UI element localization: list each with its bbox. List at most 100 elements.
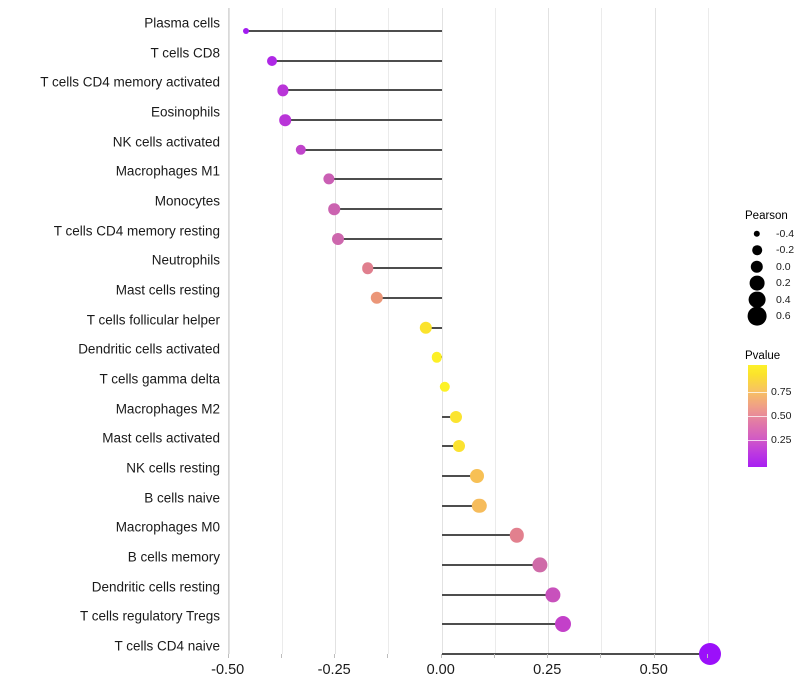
lollipop-point[interactable] bbox=[555, 616, 572, 633]
lollipop-point[interactable] bbox=[361, 262, 374, 275]
lollipop-point[interactable] bbox=[328, 203, 341, 215]
y-axis-tick-label: Plasma cells bbox=[144, 15, 220, 31]
lollipop-stem bbox=[367, 267, 442, 270]
gridline-minor bbox=[281, 8, 283, 654]
gridline-major bbox=[335, 8, 337, 654]
pearson-legend-entry-label: 0.0 bbox=[776, 260, 791, 273]
lollipop-point[interactable] bbox=[532, 557, 548, 573]
x-axis-tick-mark bbox=[334, 654, 336, 658]
pearson-legend-entry-label: -0.2 bbox=[776, 244, 795, 257]
lollipop-stem bbox=[441, 563, 541, 566]
lollipop-stem bbox=[441, 415, 457, 418]
lollipop-point[interactable] bbox=[279, 114, 291, 126]
pearson-legend-dot-icon bbox=[752, 245, 762, 256]
pvalue-colorbar-tick-mark bbox=[748, 416, 767, 417]
lollipop-point[interactable] bbox=[370, 291, 384, 305]
lollipop-point[interactable] bbox=[419, 321, 432, 334]
lollipop-stem bbox=[441, 593, 553, 596]
pvalue-legend-title: Pvalue bbox=[745, 350, 781, 362]
lollipop-stem bbox=[441, 534, 517, 537]
pvalue-colorbar-tick-label: 0.75 bbox=[771, 385, 792, 398]
lollipop-stem bbox=[337, 237, 442, 240]
y-axis-tick-label: NK cells activated bbox=[112, 133, 220, 149]
x-axis-tick-label: 0.50 bbox=[639, 662, 668, 678]
lollipop-stem bbox=[328, 178, 442, 181]
lollipop-stem bbox=[441, 623, 564, 626]
y-axis-tick-label: T cells CD8 bbox=[150, 44, 220, 60]
lollipop-point[interactable] bbox=[699, 642, 722, 665]
x-axis-tick-mark bbox=[387, 654, 389, 658]
lollipop-point[interactable] bbox=[331, 232, 344, 245]
y-axis-tick-label: Neutrophils bbox=[151, 252, 220, 268]
pvalue-colorbar-tick-label: 0.50 bbox=[771, 410, 792, 422]
lollipop-stem bbox=[245, 30, 442, 32]
y-axis: Plasma cells T cells CD8 T cells CD4 memor… bbox=[0, 0, 220, 700]
gridline-major bbox=[441, 8, 443, 654]
pearson-legend-entry: 0.2 bbox=[740, 275, 791, 291]
lollipop-point[interactable] bbox=[323, 173, 335, 185]
x-axis-tick-mark bbox=[493, 654, 495, 658]
x-axis-tick-mark bbox=[600, 654, 602, 658]
y-axis-tick-label: Dendritic cells resting bbox=[91, 578, 220, 594]
gridline-minor bbox=[707, 8, 709, 654]
y-axis-tick-label: B cells naive bbox=[144, 489, 220, 505]
pearson-legend-dot-icon bbox=[748, 291, 766, 308]
y-axis-tick-label: Macrophages M0 bbox=[115, 519, 220, 535]
x-axis-tick-label: -0.25 bbox=[317, 662, 351, 678]
x-axis: -0.50 -0.25 0.00 0.25 0.50 bbox=[0, 654, 800, 700]
lollipop-point[interactable] bbox=[452, 440, 465, 453]
lollipop-stem bbox=[300, 148, 442, 151]
pearson-legend-dot-icon bbox=[749, 275, 765, 291]
y-axis-tick-label: NK cells resting bbox=[126, 460, 220, 476]
y-axis-tick-label: T cells CD4 naive bbox=[114, 638, 220, 654]
lollipop-stem bbox=[441, 445, 459, 448]
lollipop-point[interactable] bbox=[509, 528, 524, 543]
pearson-legend-dot-icon bbox=[753, 230, 761, 238]
gridline-minor bbox=[388, 8, 390, 654]
pearson-legend-dot-icon bbox=[750, 260, 764, 273]
gridline-major bbox=[548, 8, 550, 654]
lollipop-point[interactable] bbox=[267, 55, 278, 66]
lollipop-point[interactable] bbox=[431, 352, 442, 363]
legend-area: Pearson -0.4 -0.2 0.0 0.2 0.4 0.6 Pvalue 0.75… bbox=[740, 0, 800, 700]
y-axis-tick-label: Monocytes bbox=[154, 193, 220, 209]
y-axis-tick-label: T cells CD4 memory resting bbox=[53, 222, 220, 238]
y-axis-tick-label: B cells memory bbox=[127, 549, 220, 565]
y-axis-tick-label: Macrophages M1 bbox=[115, 163, 220, 179]
lollipop-stem bbox=[272, 59, 442, 62]
lollipop-point[interactable] bbox=[450, 410, 463, 423]
pearson-legend-dot-icon bbox=[747, 306, 767, 326]
lollipop-point[interactable] bbox=[439, 381, 450, 393]
lollipop-stem bbox=[425, 326, 442, 329]
pearson-legend-entry-label: 0.6 bbox=[776, 310, 791, 322]
lollipop-point[interactable] bbox=[545, 586, 561, 603]
y-axis-tick-label: T cells regulatory Tregs bbox=[79, 608, 220, 624]
y-axis-tick-label: T cells follicular helper bbox=[86, 311, 220, 327]
lollipop-stem bbox=[334, 207, 442, 210]
x-axis-tick-mark bbox=[280, 654, 282, 658]
x-axis-tick-mark bbox=[440, 654, 442, 658]
lollipop-stem bbox=[441, 652, 711, 655]
lollipop-point[interactable] bbox=[277, 84, 289, 96]
pearson-legend-entry-label: 0.4 bbox=[776, 293, 791, 306]
lollipop-point[interactable] bbox=[471, 498, 487, 513]
lollipop-point[interactable] bbox=[295, 144, 306, 155]
x-axis-tick-label: -0.50 bbox=[211, 662, 245, 678]
pvalue-colorbar-tick-label: 0.25 bbox=[771, 434, 792, 447]
pearson-legend-entry-label: 0.2 bbox=[776, 277, 791, 290]
y-axis-tick-label: Macrophages M2 bbox=[115, 400, 220, 416]
pearson-legend-title: Pearson bbox=[745, 210, 788, 222]
lollipop-stem bbox=[282, 89, 442, 92]
y-axis-tick-label: Eosinophils bbox=[150, 104, 220, 120]
lollipop-point[interactable] bbox=[470, 468, 485, 483]
lollipop-point[interactable] bbox=[242, 28, 249, 34]
x-axis-tick-mark bbox=[706, 654, 708, 658]
y-axis-tick-label: T cells CD4 memory activated bbox=[40, 74, 220, 90]
pearson-legend-entry: 0.6 bbox=[740, 306, 791, 326]
x-axis-tick-label: 0.25 bbox=[533, 662, 562, 678]
pearson-legend-entry: -0.2 bbox=[740, 242, 794, 258]
plot-panel bbox=[228, 8, 726, 665]
y-axis-tick-label: Mast cells resting bbox=[115, 282, 220, 298]
pvalue-colorbar-tick-mark bbox=[748, 391, 767, 393]
